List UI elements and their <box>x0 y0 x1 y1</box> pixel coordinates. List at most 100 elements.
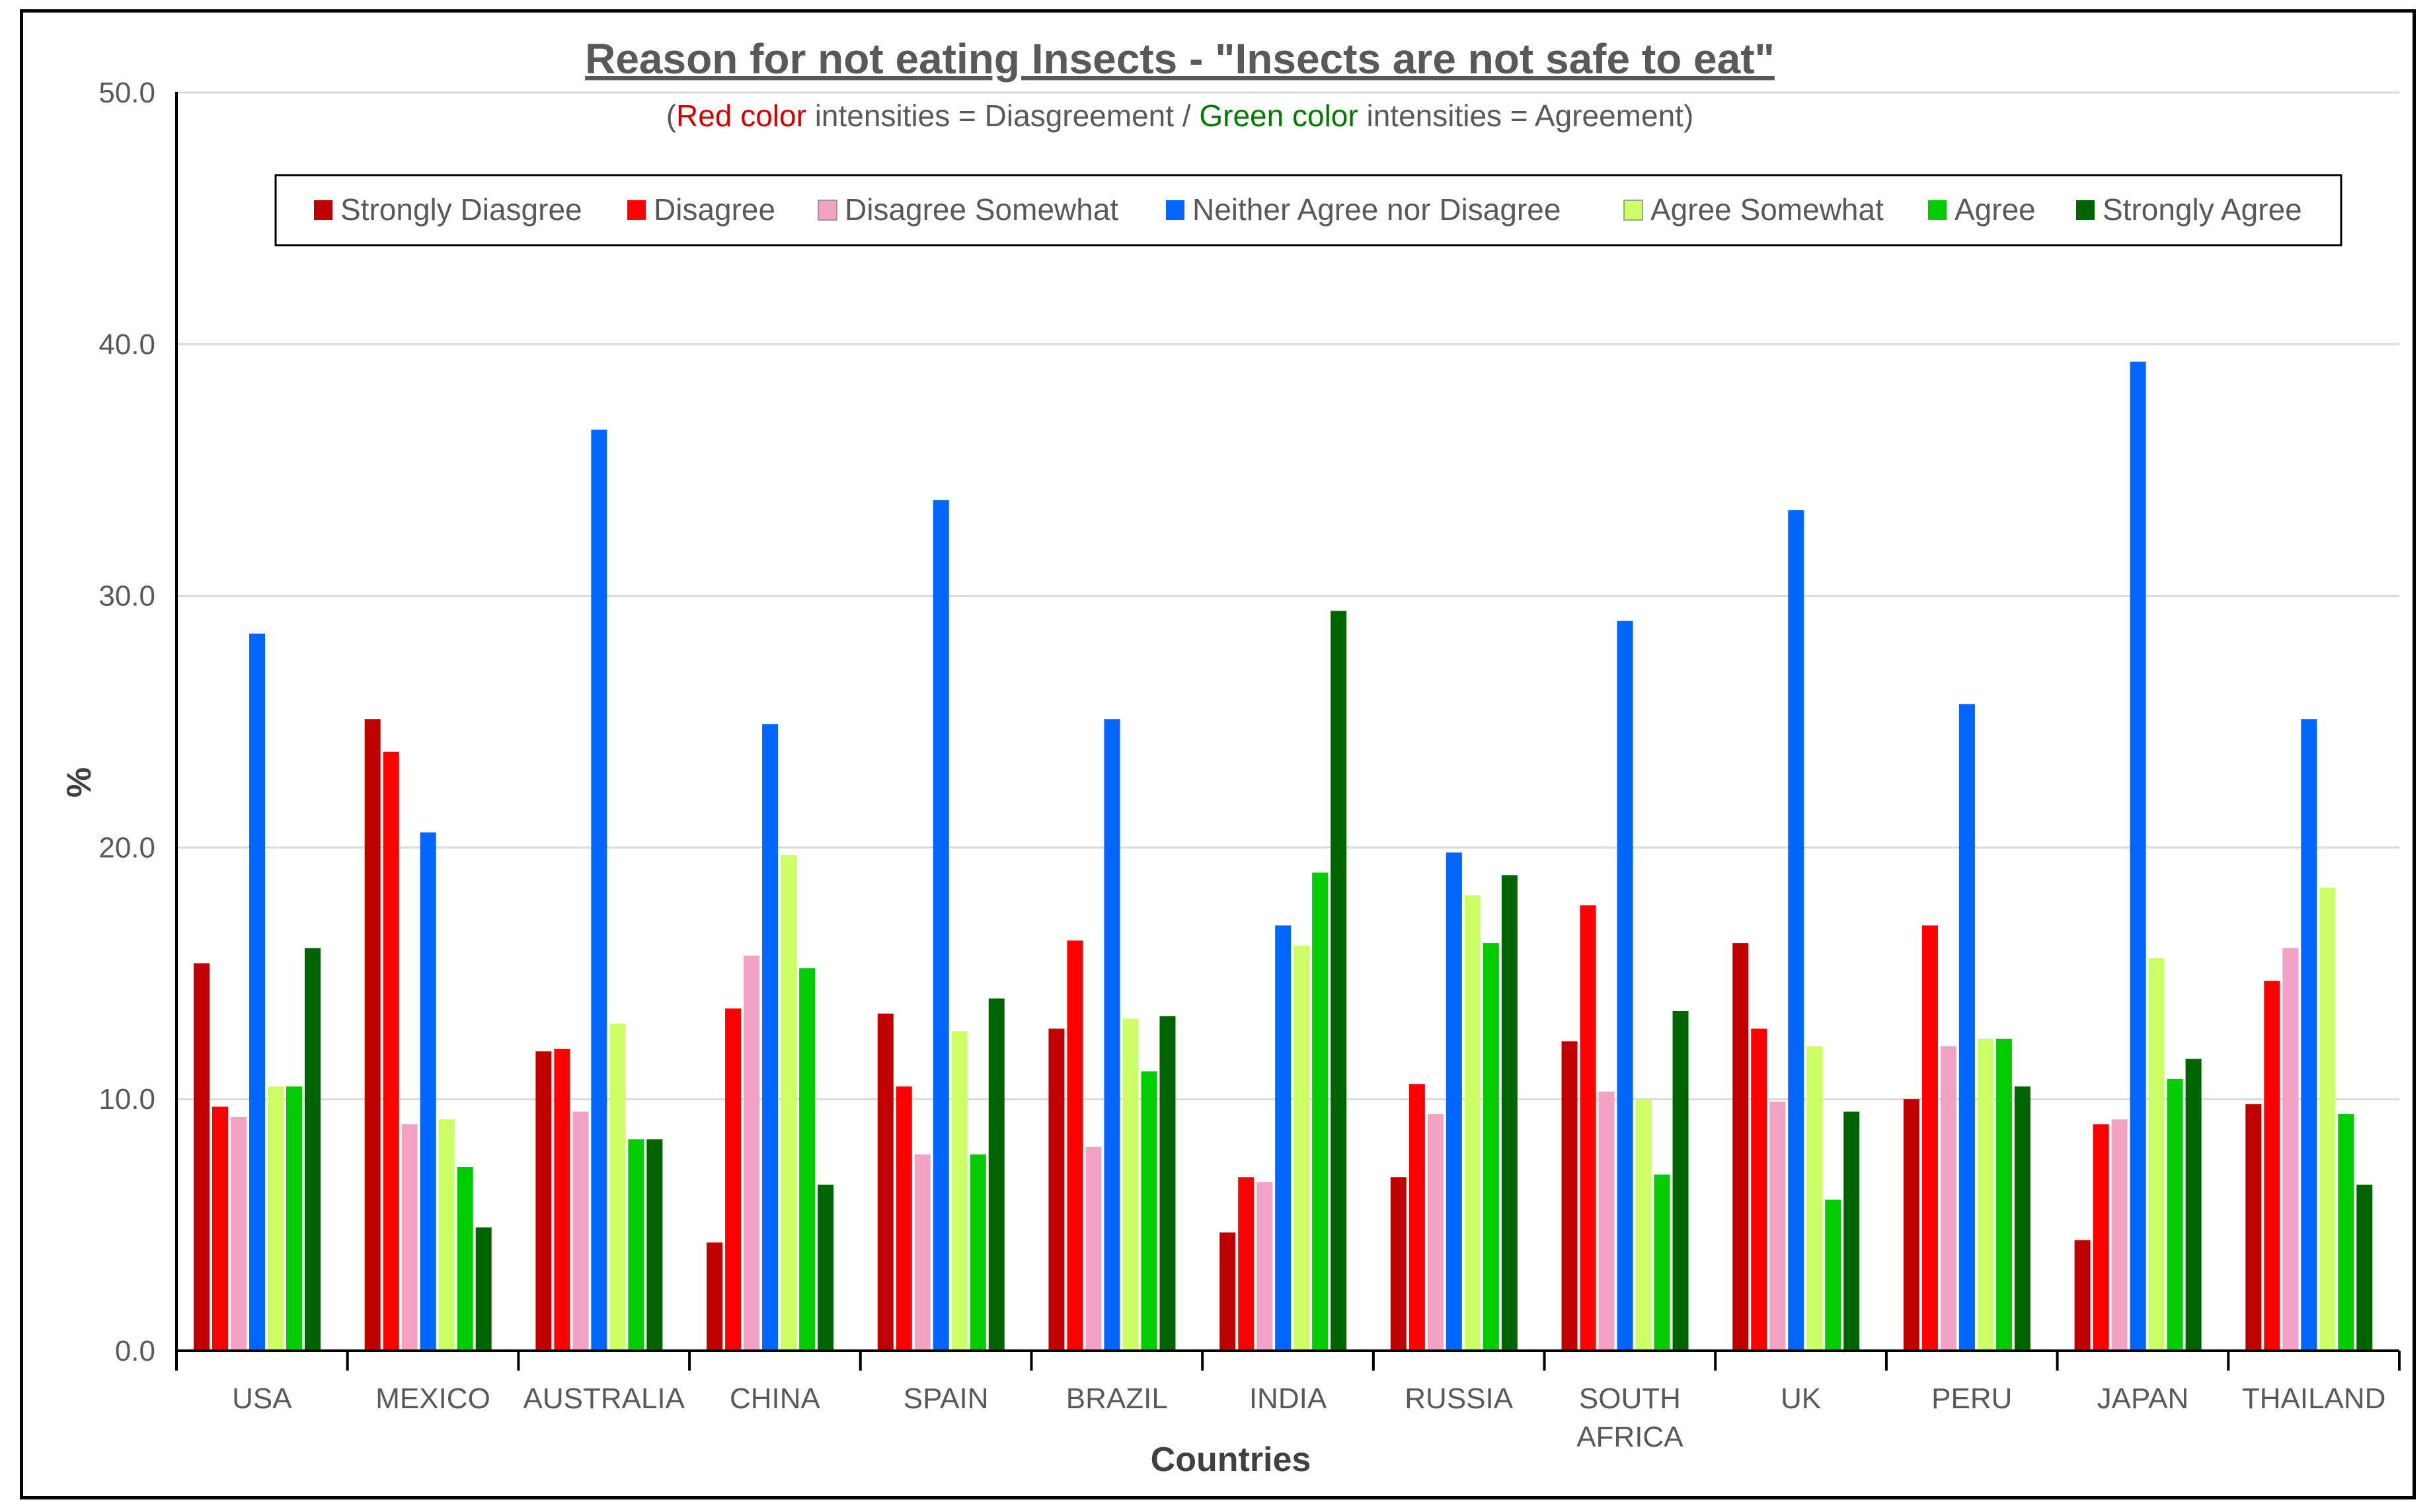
bar <box>1238 1177 1255 1351</box>
chart: Reason for not eating Insects - "Insects… <box>60 35 2401 1479</box>
bar <box>305 948 321 1351</box>
bar <box>1843 1112 1860 1351</box>
bar <box>1806 1046 1823 1351</box>
bar <box>1141 1071 1157 1351</box>
bar <box>1977 1038 1993 1351</box>
bar <box>933 500 949 1351</box>
x-tick-label: UK <box>1781 1382 1821 1415</box>
bar <box>1122 1018 1139 1351</box>
x-tick-label: INDIA <box>1249 1382 1327 1415</box>
chart-frame: Reason for not eating Insects - "Insects… <box>20 9 2416 1499</box>
bar <box>591 430 607 1351</box>
bar <box>725 1008 742 1351</box>
bar <box>1159 1016 1176 1351</box>
bar <box>1751 1028 1767 1351</box>
legend-swatch <box>1623 200 1643 221</box>
bar <box>1427 1114 1444 1351</box>
bar <box>1048 1028 1065 1351</box>
x-tick-label: JAPAN <box>2097 1382 2189 1415</box>
bar <box>1501 875 1518 1351</box>
bar <box>2301 719 2317 1351</box>
bar <box>1312 872 1329 1351</box>
subtitle-green-text: Green color <box>1199 98 1358 133</box>
bar <box>1409 1084 1425 1351</box>
legend-swatch <box>627 200 646 220</box>
x-tick-label: MEXICO <box>375 1382 490 1415</box>
subtitle-open: ( <box>666 98 677 133</box>
bar <box>535 1051 552 1351</box>
bar <box>951 1031 968 1351</box>
bar <box>707 1242 723 1351</box>
bar <box>286 1086 302 1351</box>
x-tick-label: AUSTRALIA <box>523 1382 685 1415</box>
legend-label: Strongly Agree <box>2103 192 2302 227</box>
bar <box>1085 1147 1102 1351</box>
chart-title: Reason for not eating Insects - "Insects… <box>585 35 1775 83</box>
bar <box>2014 1086 2030 1351</box>
bar <box>1940 1046 1956 1351</box>
bar <box>2130 361 2146 1351</box>
bar <box>609 1023 626 1351</box>
bar <box>249 633 265 1351</box>
bar <box>914 1154 931 1351</box>
bar <box>420 832 436 1351</box>
bar <box>364 719 381 1351</box>
bar <box>1825 1199 1841 1351</box>
bar <box>896 1086 912 1351</box>
bar <box>1654 1174 1670 1351</box>
bar <box>628 1139 644 1351</box>
bar <box>1732 943 1749 1351</box>
legend-label: Agree <box>1954 192 2036 227</box>
bar <box>781 854 797 1351</box>
subtitle-mid-2: intensities = Agreement) <box>1358 98 1694 133</box>
y-tick-label: 20.0 <box>98 831 155 864</box>
bar <box>1331 611 1347 1351</box>
bar <box>1561 1041 1578 1351</box>
y-tick-label: 10.0 <box>98 1083 155 1115</box>
bar <box>970 1154 986 1351</box>
bar <box>2356 1184 2373 1351</box>
legend-label: Disagree <box>654 192 775 227</box>
bar <box>988 998 1005 1351</box>
bar <box>2282 948 2299 1351</box>
bar <box>646 1139 663 1351</box>
legend-label: Agree Somewhat <box>1650 192 1884 227</box>
bar <box>2338 1114 2354 1351</box>
bar <box>2148 958 2165 1351</box>
bar <box>2093 1124 2109 1351</box>
bar <box>1294 945 1310 1351</box>
bar <box>1958 704 1975 1351</box>
bar <box>877 1013 894 1351</box>
x-tick-label: SPAIN <box>904 1382 989 1415</box>
bar <box>572 1112 589 1351</box>
legend-swatch <box>2076 200 2095 220</box>
x-tick-label: THAILAND <box>2242 1382 2386 1415</box>
x-tick-label: BRAZIL <box>1066 1382 1168 1415</box>
bar <box>438 1119 455 1351</box>
bar <box>1580 905 1596 1351</box>
bar <box>1483 943 1499 1351</box>
legend-label: Neither Agree nor Disagree <box>1192 192 1561 227</box>
chart-subtitle: (Red color intensities = Diasgreement / … <box>666 98 1694 133</box>
bar <box>1598 1091 1615 1351</box>
y-axis-title: % <box>60 767 98 798</box>
bar <box>2185 1059 2202 1351</box>
subtitle-red-text: Red color <box>676 98 806 133</box>
x-tick-label: CHINA <box>730 1382 821 1415</box>
bar <box>1769 1102 1786 1351</box>
bar <box>268 1086 284 1351</box>
y-tick-label: 30.0 <box>98 580 155 613</box>
bar <box>762 724 779 1351</box>
legend-swatch <box>314 200 332 220</box>
y-tick-label: 50.0 <box>98 77 155 109</box>
axes: 0.0 10.0 20.0 30.0 40.0 50.0 USA MEXICO AUSTRALI… <box>98 77 2401 1453</box>
bar <box>231 1116 247 1351</box>
bar <box>1903 1099 1919 1351</box>
legend-label: Disagree Somewhat <box>845 192 1118 227</box>
bar <box>1617 621 1633 1351</box>
bar <box>2111 1119 2128 1351</box>
bar <box>1921 925 1938 1351</box>
bar <box>1446 852 1462 1351</box>
bar <box>2074 1240 2091 1351</box>
x-tick-label: SOUTH AFRICA <box>1576 1382 1683 1453</box>
